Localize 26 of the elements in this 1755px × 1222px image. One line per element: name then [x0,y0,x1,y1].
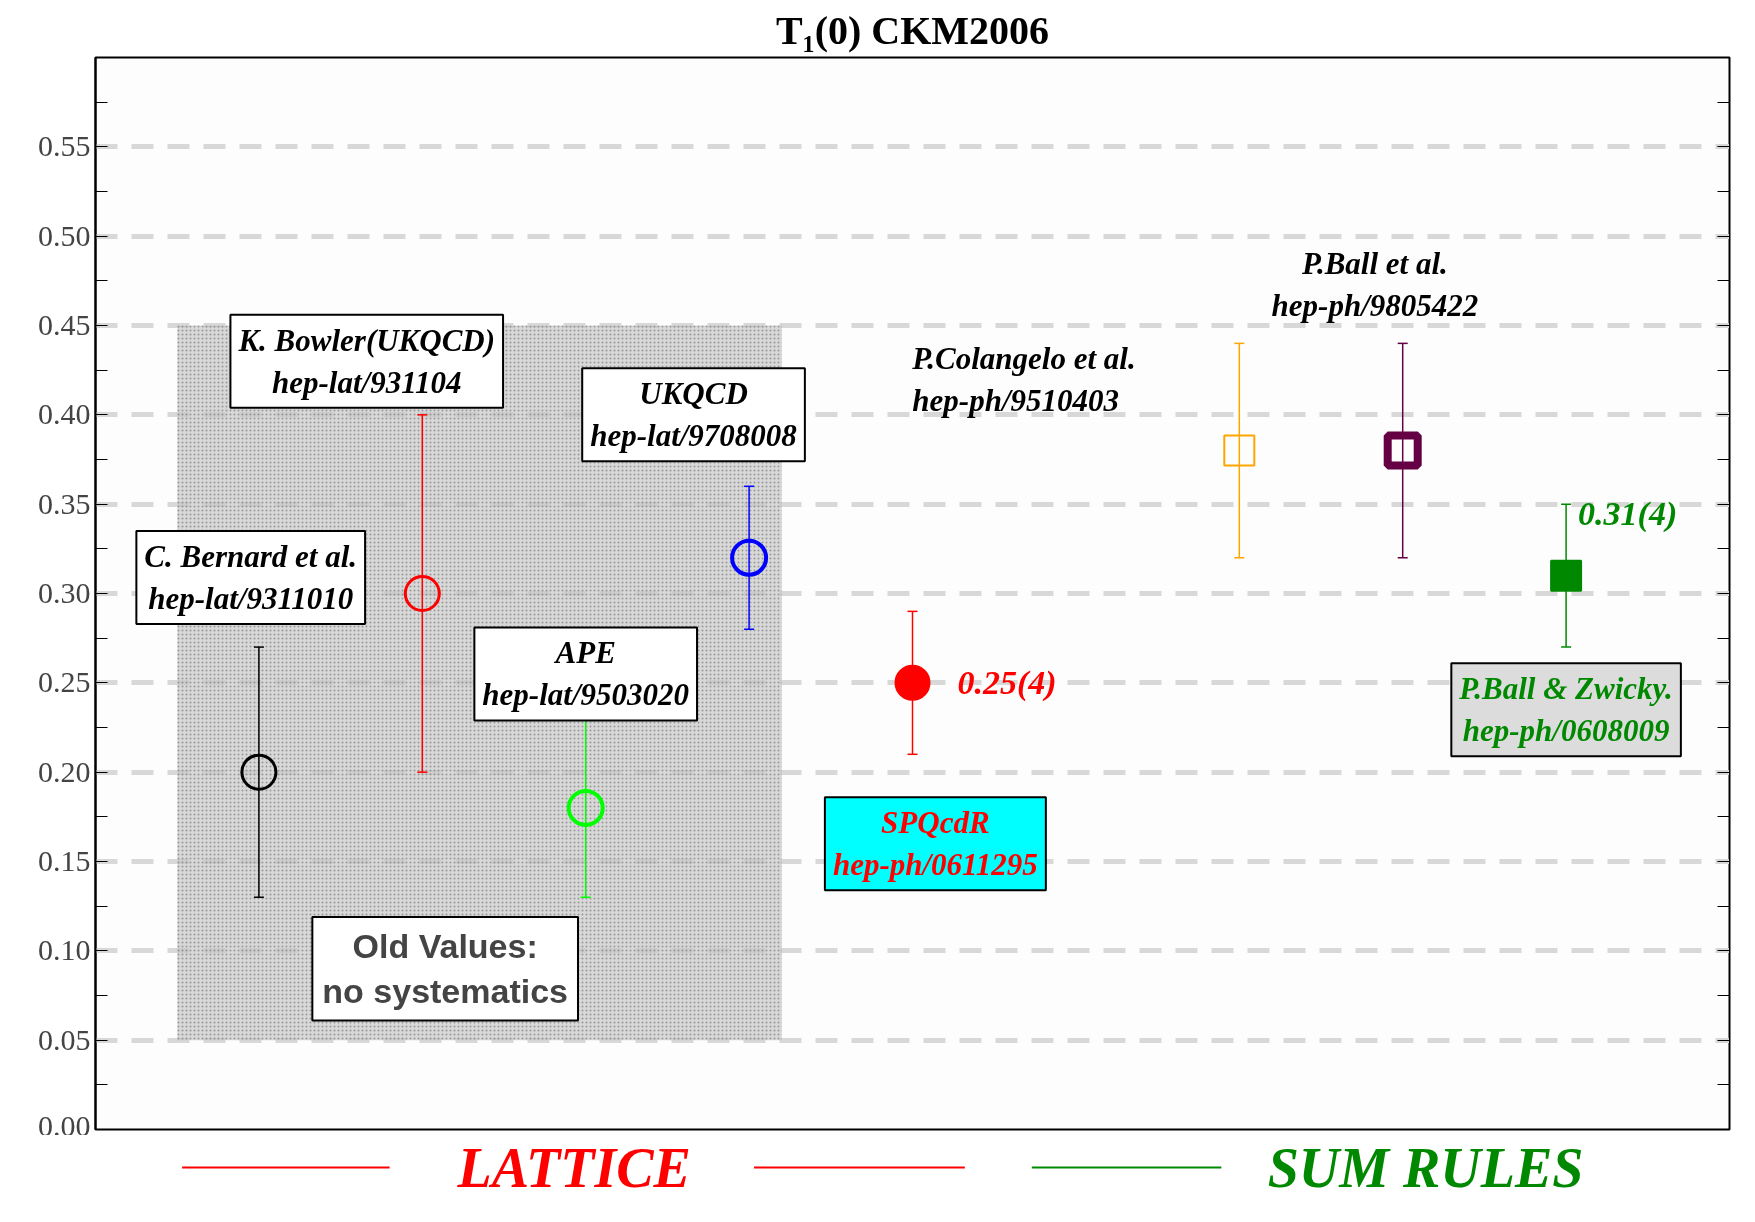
annotation: P.Colangelo et al. hep-ph/9510403 [911,340,1136,418]
y-tick-label: 0.45 [38,308,91,341]
annotation: APE hep-lat/9503020 [482,635,690,713]
y-tick-label: 0.05 [38,1022,91,1056]
y-tick-label: 0.55 [38,129,91,163]
annotation: P.Ball & Zwicky. hep-ph/0608009 [1458,671,1673,749]
y-tick-label: 0.50 [38,218,91,252]
y-tick-label: 0.10 [38,933,91,967]
text: SUM RULES [1267,1136,1584,1199]
y-tick-label: 0.35 [38,486,91,520]
data-label: 0.25(4) [957,664,1057,703]
annotation: K. Bowler(UKQCD) hep-lat/931104 [237,322,496,400]
text: LATTICE [456,1136,691,1199]
y-tick-label: 0.00 [38,1108,91,1142]
y-tick-label: 0.15 [38,844,91,877]
annotation: UKQCD hep-lat/9708008 [590,376,798,454]
data-label: 0.31(4) [1578,495,1678,534]
y-tick-label: 0.30 [38,576,91,609]
band-label: Old Values: no systematics [322,926,569,1011]
annotation: SPQcdR hep-ph/0611295 [832,805,1038,883]
annotation: C. Bernard et al. hep-lat/9311010 [144,538,358,616]
chart-title: T₁(0) CKM2006 [775,7,1050,53]
y-tick-label: 0.20 [38,754,91,788]
annotation: P.Ball et al. hep-ph/9805422 [1271,245,1479,323]
y-tick-label: 0.40 [38,397,91,431]
y-tick-label: 0.25 [38,665,91,699]
